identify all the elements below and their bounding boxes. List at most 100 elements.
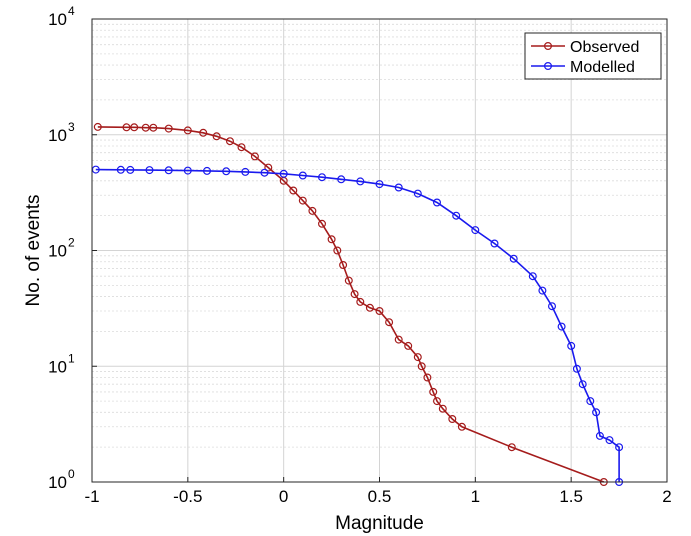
y-tick-exponent: 0 bbox=[68, 467, 75, 481]
data-point bbox=[130, 123, 139, 132]
data-point bbox=[433, 397, 442, 406]
data-point bbox=[344, 276, 353, 285]
data-point bbox=[116, 165, 125, 174]
data-point bbox=[318, 173, 327, 182]
data-point bbox=[122, 123, 131, 132]
data-point bbox=[490, 239, 499, 248]
data-point bbox=[183, 166, 192, 175]
data-point bbox=[212, 132, 221, 141]
series-observed bbox=[93, 122, 608, 487]
data-point bbox=[164, 124, 173, 133]
legend: Observed Modelled bbox=[524, 32, 662, 80]
data-point bbox=[578, 380, 587, 389]
data-point bbox=[183, 126, 192, 135]
data-point bbox=[337, 175, 346, 184]
legend-label: Modelled bbox=[570, 59, 635, 76]
data-point bbox=[375, 180, 384, 189]
x-tick-labels: -1 -0.5 0 0.5 1 1.5 2 bbox=[84, 477, 672, 506]
data-point bbox=[385, 318, 394, 327]
data-point bbox=[572, 364, 581, 373]
data-point bbox=[413, 189, 422, 198]
data-point bbox=[413, 353, 422, 362]
data-point bbox=[279, 169, 288, 178]
data-point bbox=[289, 186, 298, 195]
data-point bbox=[93, 122, 102, 131]
legend-box bbox=[524, 32, 662, 80]
y-tick-label: 10 bbox=[48, 473, 67, 492]
series-layer bbox=[91, 122, 624, 487]
data-point bbox=[164, 166, 173, 175]
data-point bbox=[547, 302, 556, 311]
data-point bbox=[433, 198, 442, 207]
data-point bbox=[528, 272, 537, 281]
data-point bbox=[264, 163, 273, 172]
x-tick-label: 1 bbox=[471, 487, 480, 506]
data-point bbox=[457, 422, 466, 431]
data-point bbox=[557, 322, 566, 331]
y-tick-label: 10 bbox=[48, 10, 67, 29]
data-point bbox=[509, 254, 518, 263]
data-point bbox=[394, 183, 403, 192]
y-tick-exponent: 2 bbox=[68, 236, 75, 250]
x-axis-title: Magnitude bbox=[335, 513, 424, 534]
data-point bbox=[356, 297, 365, 306]
data-point bbox=[318, 219, 327, 228]
data-point bbox=[375, 307, 384, 316]
data-point bbox=[145, 166, 154, 175]
legend-marker bbox=[543, 41, 552, 50]
series-line bbox=[97, 126, 605, 483]
data-point bbox=[327, 235, 336, 244]
data-point bbox=[429, 387, 438, 396]
data-point bbox=[350, 290, 359, 299]
x-tick-label: -0.5 bbox=[173, 487, 202, 506]
data-point bbox=[567, 341, 576, 350]
x-tick-label: 1.5 bbox=[559, 487, 583, 506]
legend-label: Observed bbox=[570, 39, 639, 56]
legend-marker bbox=[543, 61, 552, 70]
data-point bbox=[394, 335, 403, 344]
data-point bbox=[438, 404, 447, 413]
x-tick-label: -1 bbox=[84, 487, 99, 506]
data-point bbox=[471, 226, 480, 235]
y-tick-label: 10 bbox=[48, 126, 67, 145]
data-point bbox=[507, 443, 516, 452]
data-point bbox=[333, 246, 342, 255]
data-point bbox=[241, 167, 250, 176]
y-tick-exponent: 3 bbox=[68, 120, 75, 134]
data-point bbox=[149, 123, 158, 132]
data-point bbox=[203, 166, 212, 175]
data-point bbox=[417, 362, 426, 371]
series-modelled bbox=[91, 165, 624, 487]
data-point bbox=[199, 128, 208, 137]
data-point bbox=[423, 373, 432, 382]
y-tick-exponent: 4 bbox=[68, 4, 75, 18]
data-point bbox=[452, 211, 461, 220]
data-point bbox=[615, 443, 624, 452]
data-point bbox=[222, 167, 231, 176]
data-point bbox=[308, 206, 317, 215]
x-tick-label: 0 bbox=[279, 487, 288, 506]
x-tick-label: 0.5 bbox=[368, 487, 392, 506]
data-point bbox=[260, 168, 269, 177]
data-point bbox=[141, 123, 150, 132]
data-point bbox=[237, 143, 246, 152]
data-point bbox=[404, 341, 413, 350]
data-point bbox=[592, 408, 601, 417]
data-point bbox=[586, 397, 595, 406]
grid bbox=[92, 19, 667, 482]
y-tick-exponent: 1 bbox=[68, 351, 75, 365]
y-axis-title: No. of events bbox=[23, 195, 44, 307]
y-tick-label: 10 bbox=[48, 242, 67, 261]
data-point bbox=[339, 261, 348, 270]
data-point bbox=[356, 177, 365, 186]
data-point bbox=[605, 436, 614, 445]
y-tick-label: 10 bbox=[48, 357, 67, 376]
data-point bbox=[250, 152, 259, 161]
data-point bbox=[365, 303, 374, 312]
data-point bbox=[226, 137, 235, 146]
data-point bbox=[298, 171, 307, 180]
data-point bbox=[448, 415, 457, 424]
data-point bbox=[595, 431, 604, 440]
